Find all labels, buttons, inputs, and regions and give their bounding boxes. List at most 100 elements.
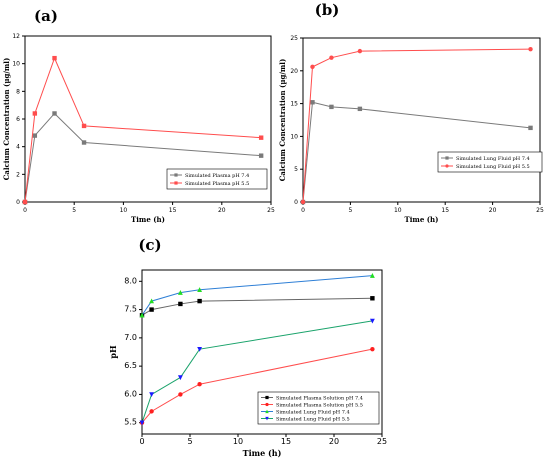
plot-frame <box>302 37 541 203</box>
data-point <box>52 111 57 116</box>
y-tick-label: 0 <box>16 199 20 206</box>
legend-marker <box>265 409 269 414</box>
data-point <box>197 287 203 292</box>
data-point <box>329 55 334 60</box>
series-line <box>141 297 373 316</box>
x-tick-label: 0 <box>301 207 305 214</box>
plot-frame <box>141 269 383 435</box>
chart-panel-c: (c) 0 5 10 15 20 25 5.5 6.0 6.5 7.0 7.5 8.0 Time (h) p… <box>108 236 387 458</box>
series-c-3 <box>139 318 375 426</box>
legend-marker <box>265 402 269 407</box>
y-tick-label: 8.0 <box>124 276 137 285</box>
y-tick-label: 8 <box>16 88 20 95</box>
data-point <box>149 307 154 312</box>
data-point <box>258 135 264 140</box>
x-tick-label: 20 <box>489 207 497 214</box>
x-axis-label: Time (h) <box>131 215 165 224</box>
legend-marker <box>265 395 269 400</box>
legend-label: Simulated Plasma Solution pH 5.5 <box>276 402 363 408</box>
x-tick-label: 15 <box>441 207 449 214</box>
legend-box <box>166 168 268 190</box>
chart-panel-a: (a) 0 5 10 15 20 25 0 2 4 6 8 10 12 Time (h) Calcium Co… <box>2 7 275 224</box>
x-tick-label: 10 <box>394 207 402 214</box>
data-point <box>81 140 87 145</box>
x-tick-label: 10 <box>120 207 128 214</box>
legend: Simulated Lung Fluid pH 7.4 Simulated Lun… <box>437 151 543 173</box>
x-tick-label: 25 <box>267 207 275 214</box>
x-tick-label: 0 <box>23 207 27 214</box>
panel-label: (c) <box>138 236 161 254</box>
data-point <box>357 106 363 112</box>
data-point <box>177 289 183 295</box>
y-axis-label: pH <box>108 345 118 359</box>
y-tick-label: 25 <box>290 35 298 42</box>
y-axis-label: Calcium Concentration (µg/ml) <box>2 58 11 181</box>
y-tick-label: 12 <box>12 33 20 40</box>
legend: Simulated Plasma pH 7.4 Simulated Plasma … <box>166 168 268 190</box>
data-point <box>177 375 183 381</box>
data-point <box>370 346 375 352</box>
data-point <box>149 298 155 304</box>
data-point <box>178 392 183 397</box>
y-tick-label: 15 <box>290 101 298 108</box>
data-point <box>310 64 315 70</box>
data-point <box>52 55 57 61</box>
data-point <box>149 409 154 414</box>
legend-label: Simulated Plasma pH 7.4 <box>185 173 249 179</box>
x-tick-label: 0 <box>139 437 144 446</box>
x-tick-label: 25 <box>377 437 387 446</box>
y-tick-label: 0 <box>294 199 298 206</box>
data-point <box>329 104 334 110</box>
series-line <box>141 275 373 316</box>
data-point <box>197 382 202 387</box>
series-c-2 <box>139 273 375 318</box>
data-point <box>139 312 145 318</box>
panel-label: (b) <box>315 1 340 19</box>
data-point <box>32 111 38 116</box>
x-tick-label: 25 <box>536 207 544 214</box>
data-point <box>258 153 264 158</box>
y-tick-label: 10 <box>290 133 298 140</box>
x-tick-label: 5 <box>72 207 76 214</box>
y-tick-label: 6.0 <box>124 389 137 398</box>
series-b-1 <box>300 46 533 205</box>
x-tick-label: 5 <box>187 437 192 446</box>
series-c-1 <box>139 346 375 425</box>
series-line <box>302 48 531 203</box>
series-a-0 <box>22 111 264 205</box>
legend: Simulated Plasma Solution pH 7.4Simulate… <box>257 391 380 425</box>
legend-marker <box>265 416 269 421</box>
legend-marker <box>174 173 178 177</box>
y-axis-label: Calcium Concentration (µg/ml) <box>278 59 287 182</box>
legend-marker <box>174 181 178 185</box>
data-point <box>528 125 533 131</box>
x-axis-label: Time (h) <box>243 448 282 458</box>
x-tick-label: 20 <box>329 437 339 446</box>
data-point <box>32 133 38 138</box>
legend-label: Simulated Lung Fluid pH 7.4 <box>276 409 350 415</box>
data-point <box>310 100 315 105</box>
data-point <box>149 392 155 398</box>
data-point <box>369 318 375 324</box>
data-point <box>369 273 375 278</box>
legend-label: Simulated Lung Fluid pH 7.4 <box>456 156 530 162</box>
data-point <box>197 298 202 304</box>
legend-box <box>437 151 543 173</box>
data-point <box>178 301 183 307</box>
y-tick-label: 4 <box>16 144 20 151</box>
y-tick-label: 7.5 <box>124 305 137 314</box>
data-point <box>22 199 28 205</box>
chart-panel-b: (b) 0 5 10 15 20 25 0 5 10 15 20 25 Time (h) Calcium C… <box>278 1 544 224</box>
legend-label: Simulated Plasma pH 5.5 <box>185 181 249 187</box>
legend-label: Simulated Lung Fluid pH 5.5 <box>276 416 350 422</box>
x-axis-label: Time (h) <box>405 215 439 224</box>
series-a-1 <box>22 55 264 205</box>
x-tick-label: 10 <box>233 437 243 446</box>
x-tick-label: 15 <box>169 207 177 214</box>
y-tick-label: 10 <box>12 61 20 68</box>
data-point <box>528 46 533 52</box>
y-tick-label: 7.0 <box>124 333 137 342</box>
data-point <box>357 48 363 54</box>
legend-marker <box>445 156 449 160</box>
